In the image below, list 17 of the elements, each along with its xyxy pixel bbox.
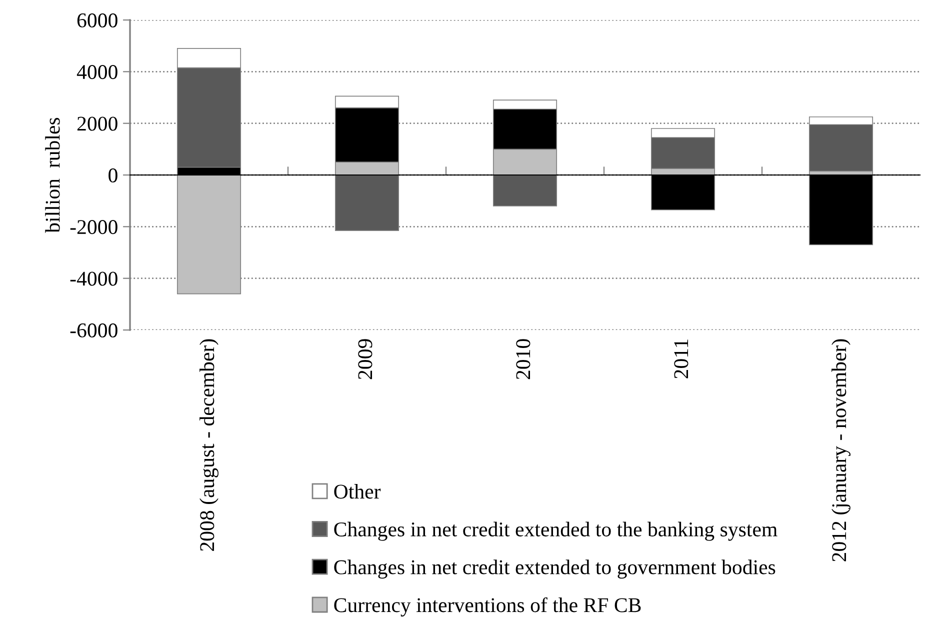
y-tick-label: -2000 <box>70 220 118 234</box>
y-tick-label: 2000 <box>77 116 118 131</box>
legend-label: Other <box>334 484 381 499</box>
x-tick-label: 2010 <box>516 339 530 380</box>
y-tick-label: 0 <box>108 168 118 182</box>
y-tick-label: -6000 <box>70 323 118 338</box>
x-tick-label: 2012 (january - november) <box>832 339 850 562</box>
y-tick-label: 4000 <box>76 65 118 80</box>
x-tick-label: 2009 <box>358 339 372 380</box>
x-tick-label: 2011 <box>674 340 688 378</box>
y-tick-label: -4000 <box>70 272 118 286</box>
legend-label: Changes in net credit extended to the banking system <box>334 522 778 541</box>
y-tick-label: 6000 <box>77 13 118 28</box>
legend-label: Changes in net credit extended to government bodies <box>334 560 776 579</box>
legend-label: Currency interventions of the RF CB <box>334 597 641 616</box>
x-tick-label: 2008 (august - december) <box>200 339 218 551</box>
y-axis-title: billion rubles <box>45 118 60 233</box>
